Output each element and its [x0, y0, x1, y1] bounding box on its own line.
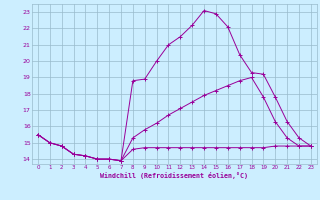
X-axis label: Windchill (Refroidissement éolien,°C): Windchill (Refroidissement éolien,°C) [100, 172, 248, 179]
